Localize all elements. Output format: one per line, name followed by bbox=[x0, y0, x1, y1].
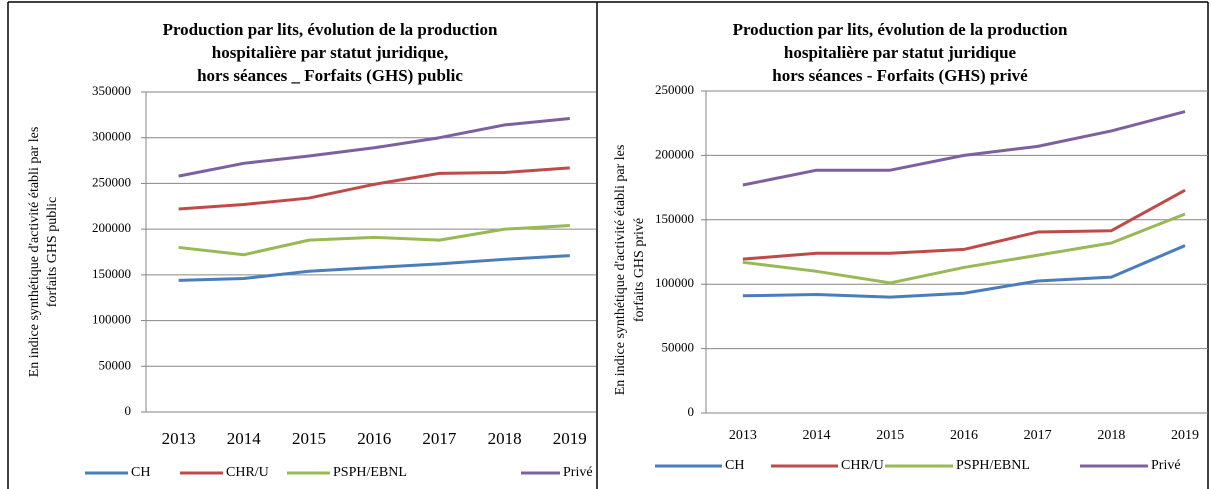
y-tick-label: 150000 bbox=[92, 266, 131, 281]
data-line bbox=[742, 212, 1186, 285]
x-tick-label: 2017 bbox=[1024, 428, 1052, 443]
legend-label: PSPH/EBNL bbox=[956, 458, 1030, 473]
chart-title: Production par lits, évolution de la pro… bbox=[733, 20, 1068, 39]
x-tick-label: 2016 bbox=[357, 429, 391, 448]
y-tick-label: 150000 bbox=[655, 211, 694, 226]
data-line bbox=[178, 223, 570, 257]
legend-label: Privé bbox=[1151, 458, 1181, 473]
legend-label: CHR/U bbox=[841, 458, 884, 473]
y-axis-label: En indice synthétique d'activité établi … bbox=[613, 145, 628, 396]
x-tick-label: 2019 bbox=[553, 429, 587, 448]
x-tick-label: 2014 bbox=[803, 428, 831, 443]
legend-label: CH bbox=[131, 465, 150, 480]
y-tick-label: 50000 bbox=[99, 357, 132, 372]
data-line bbox=[178, 166, 570, 211]
y-tick-label: 0 bbox=[688, 404, 695, 419]
data-line bbox=[742, 244, 1186, 299]
y-axis-label: forfaits GHS public bbox=[45, 197, 60, 307]
chart-title: hospitalière par statut juridique, bbox=[212, 43, 448, 62]
chart-title: hors séances _ Forfaits (GHS) public bbox=[197, 66, 463, 85]
x-tick-label: 2017 bbox=[422, 429, 457, 448]
legend-label: PSPH/EBNL bbox=[333, 465, 407, 480]
y-tick-label: 250000 bbox=[655, 82, 694, 97]
y-tick-label: 300000 bbox=[92, 129, 131, 144]
y-tick-label: 0 bbox=[125, 403, 132, 418]
plot-area bbox=[705, 90, 1208, 414]
legend-label: CHR/U bbox=[226, 465, 269, 480]
x-tick-label: 2014 bbox=[227, 429, 262, 448]
y-tick-label: 200000 bbox=[92, 220, 131, 235]
data-line bbox=[742, 188, 1186, 261]
chart-panel: Production par lits, évolution de la pro… bbox=[27, 20, 596, 480]
data-line bbox=[742, 110, 1186, 187]
x-tick-label: 2018 bbox=[1097, 428, 1125, 443]
x-tick-label: 2018 bbox=[488, 429, 522, 448]
x-tick-label: 2015 bbox=[876, 428, 904, 443]
chart-title: Production par lits, évolution de la pro… bbox=[163, 20, 498, 39]
y-tick-label: 100000 bbox=[655, 275, 694, 290]
chart-title: hors séances - Forfaits (GHS) privé bbox=[772, 66, 1028, 85]
legend-label: Privé bbox=[563, 465, 593, 480]
y-tick-label: 50000 bbox=[662, 340, 695, 355]
legend-label: CH bbox=[725, 458, 744, 473]
chart-panel: Production par lits, évolution de la pro… bbox=[613, 20, 1208, 473]
data-line bbox=[178, 254, 570, 282]
x-tick-label: 2019 bbox=[1171, 428, 1199, 443]
y-axis-label: forfaits GHS privé bbox=[632, 218, 647, 322]
x-tick-label: 2013 bbox=[162, 429, 196, 448]
y-axis-label: En indice synthétique d'activité établi … bbox=[27, 127, 42, 378]
data-line bbox=[178, 117, 570, 178]
y-tick-label: 250000 bbox=[92, 174, 131, 189]
chart-title: hospitalière par statut juridique bbox=[784, 43, 1017, 62]
y-tick-label: 100000 bbox=[92, 312, 131, 327]
y-tick-label: 200000 bbox=[655, 146, 694, 161]
x-tick-label: 2016 bbox=[950, 428, 978, 443]
x-tick-label: 2013 bbox=[729, 428, 757, 443]
x-tick-label: 2015 bbox=[292, 429, 326, 448]
y-tick-label: 350000 bbox=[92, 83, 131, 98]
